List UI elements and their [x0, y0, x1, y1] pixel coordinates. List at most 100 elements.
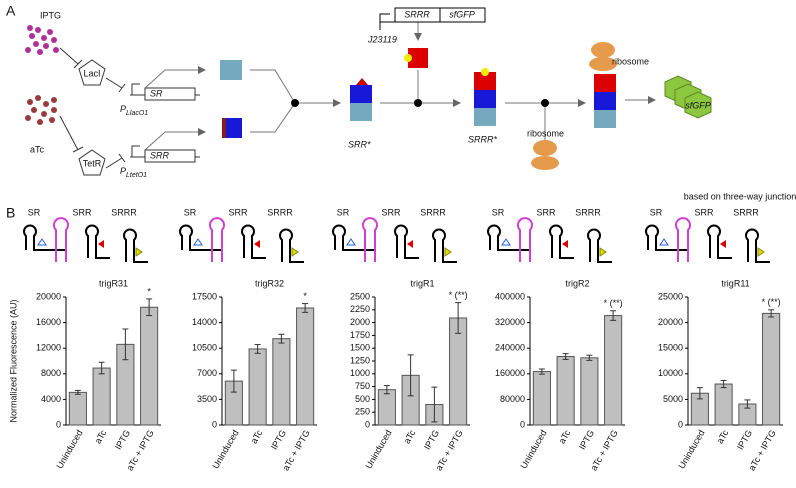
y-tick-label: 240000	[495, 343, 525, 353]
y-tick-label: 12000	[36, 343, 61, 353]
hairpin	[549, 224, 574, 259]
hairpin	[487, 224, 530, 251]
y-tick-label: 5000	[663, 394, 683, 404]
bar	[248, 348, 267, 426]
y-tick-label: 0	[678, 419, 683, 429]
y-tick-label: 80000	[500, 394, 525, 404]
schematic-label: SRRR	[733, 207, 759, 217]
motif	[407, 240, 413, 248]
motif	[346, 238, 356, 246]
hairpin	[209, 217, 225, 262]
x-tick-label: aTc	[402, 428, 418, 446]
motif	[599, 247, 607, 257]
atc-label: aTc	[30, 144, 45, 154]
y-tick-label: 0	[520, 419, 525, 429]
schematic-label: SR	[650, 207, 663, 217]
y-tick-label: 320000	[495, 317, 525, 327]
error-bar	[768, 309, 775, 318]
promoter-main: P	[120, 104, 126, 114]
y-tick-label: 250	[355, 407, 370, 417]
hairpin	[53, 217, 69, 262]
bar	[604, 315, 623, 426]
y-tick-label: 750	[355, 381, 370, 391]
error-bar	[455, 302, 462, 334]
bar	[272, 338, 291, 426]
schematic-label: SRRR	[267, 207, 293, 217]
annotation: * (**)	[604, 298, 623, 308]
y-tick-label: 10500	[192, 343, 217, 353]
y-tick-label: 2000	[350, 317, 370, 327]
y-tick-label: 1500	[350, 343, 370, 353]
complex-label: SRRR*	[468, 134, 498, 144]
annotation: * (**)	[762, 297, 781, 307]
y-tick-label: 400000	[495, 291, 525, 301]
y-tick-label: 1750	[350, 330, 370, 340]
promoter-sub: LlacO1	[126, 110, 148, 117]
tetr-label: TetR	[83, 158, 102, 168]
hairpin	[332, 224, 375, 251]
x-tick-label: aTc	[249, 428, 265, 446]
promoter-label: PLlacO1	[120, 104, 148, 116]
error-bar	[74, 389, 81, 395]
x-tick-label: aTc	[715, 428, 731, 446]
y-tick-label: 160000	[495, 368, 525, 378]
bar	[762, 312, 781, 426]
regulation-lines	[59, 47, 200, 176]
error-bar	[98, 361, 105, 375]
y-tick-label: 7000	[197, 368, 217, 378]
complex-label: SRR*	[348, 139, 371, 149]
schematic-label: SR	[492, 207, 505, 217]
error-bar	[538, 368, 545, 375]
schematic-label: SRRR	[420, 207, 446, 217]
schematic	[487, 217, 612, 263]
y-tick-label: 0	[56, 419, 61, 429]
error-bar	[610, 310, 617, 321]
bar	[140, 306, 159, 426]
error-bar	[407, 354, 414, 397]
hairpin	[587, 228, 612, 263]
y-axis-label: Normalized Fluorescence (AU)	[8, 299, 18, 422]
annotation: *	[303, 291, 307, 301]
error-bar	[302, 303, 309, 313]
schematic-label: SRRR	[111, 207, 137, 217]
hairpin	[707, 224, 732, 259]
y-tick-label: 14000	[192, 317, 217, 327]
y-tick-label: 1000	[350, 368, 370, 378]
bar	[377, 389, 396, 426]
bar	[449, 317, 468, 426]
gene-box	[439, 7, 486, 23]
x-tick-label: Uninduced	[363, 428, 393, 470]
chart-title: trigR2	[565, 278, 589, 288]
assembly-flow	[144, 13, 656, 151]
schematic-label: SRR	[228, 207, 248, 217]
y-tick-label: 8000	[41, 368, 61, 378]
bar	[556, 356, 575, 426]
schematic-label: SRRR	[575, 207, 601, 217]
ribosome-label: ribosome	[527, 128, 564, 138]
x-tick-label: aTc	[557, 428, 573, 446]
hairpin	[645, 224, 688, 251]
gene-label: SRRR	[404, 9, 430, 19]
panel-label: A	[6, 3, 16, 19]
schematic-label: SR	[184, 207, 197, 217]
chart-title: trigR1	[410, 278, 434, 288]
y-tick-label: 3500	[197, 394, 217, 404]
schematic-label: SRR	[381, 207, 401, 217]
motif	[193, 238, 203, 246]
error-bar	[383, 385, 390, 395]
motif	[720, 240, 726, 248]
x-tick-label: Uninduced	[518, 428, 548, 470]
motif	[254, 240, 260, 248]
schematic	[332, 217, 457, 263]
motif	[37, 238, 47, 246]
x-tick-label: IPTG	[269, 428, 288, 451]
annotation: *	[147, 286, 151, 296]
y-tick-label: 1250	[350, 355, 370, 365]
bar	[92, 367, 111, 426]
y-tick-label: 2250	[350, 304, 370, 314]
y-tick-label: 15000	[658, 343, 683, 353]
motif	[98, 240, 104, 248]
bar	[714, 383, 733, 426]
promoter-sub: LtetO1	[126, 172, 147, 179]
